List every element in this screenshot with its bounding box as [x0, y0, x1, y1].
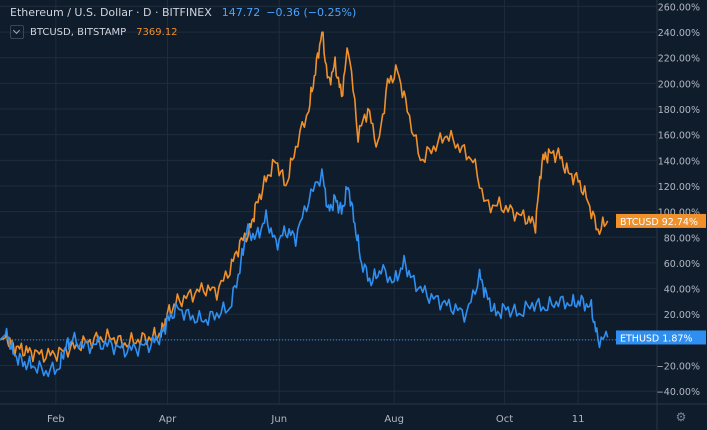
- y-tick-label: 260.00%: [658, 2, 700, 13]
- y-tick-label: 100.00%: [658, 208, 700, 219]
- last-value-badge: [616, 330, 706, 345]
- x-tick-label: Oct: [496, 414, 513, 425]
- compare-price: 7369.12: [136, 26, 178, 38]
- collapse-chevron-icon[interactable]: [10, 25, 24, 39]
- compare-symbol[interactable]: BTCUSD, BITSTAMP: [30, 26, 127, 38]
- y-tick-label: 40.00%: [664, 285, 700, 296]
- y-tick-label: −20.00%: [656, 362, 700, 373]
- compare-header: BTCUSD, BITSTAMP 7369.12: [10, 25, 178, 39]
- y-tick-label: 140.00%: [658, 156, 700, 167]
- last-value-label: ETHUSD 1.87%: [620, 333, 692, 344]
- y-tick-label: 240.00%: [658, 28, 700, 39]
- y-tick-label: 120.00%: [658, 182, 700, 193]
- y-tick-label: 160.00%: [658, 131, 700, 142]
- y-tick-label: 200.00%: [658, 79, 700, 90]
- y-tick-label: 60.00%: [664, 259, 700, 270]
- chart-header: Ethereum / U.S. Dollar · D · BITFINEX 14…: [10, 6, 356, 19]
- x-tick-label: 11: [572, 414, 585, 425]
- y-tick-label: −40.00%: [656, 387, 700, 398]
- last-price: 147.72: [221, 6, 261, 19]
- x-tick-label: Apr: [159, 414, 177, 425]
- last-value-label: BTCUSD 92.74%: [620, 217, 698, 228]
- price-change: −0.36 (−0.25%): [266, 6, 357, 19]
- y-tick-label: 220.00%: [658, 54, 700, 65]
- symbol-title[interactable]: Ethereum / U.S. Dollar · D · BITFINEX: [10, 6, 212, 19]
- x-tick-label: Aug: [384, 414, 404, 425]
- y-tick-label: 20.00%: [664, 310, 700, 321]
- y-tick-label: 80.00%: [664, 233, 700, 244]
- x-tick-label: Jun: [270, 414, 287, 425]
- y-tick-label: 180.00%: [658, 105, 700, 116]
- series-line-ethusd: [0, 168, 609, 378]
- series-line-btcusd: [0, 31, 609, 363]
- gear-icon[interactable]: ⚙: [675, 410, 687, 424]
- last-value-badge: [616, 213, 706, 228]
- x-tick-label: Feb: [47, 414, 65, 425]
